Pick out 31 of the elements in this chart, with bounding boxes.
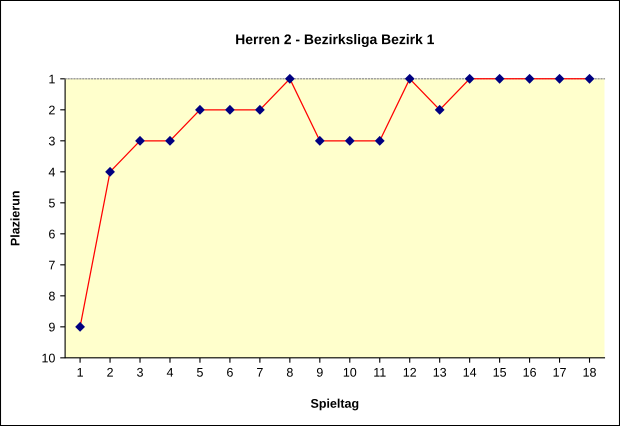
x-tick-label: 7 <box>257 368 263 377</box>
y-axis-title: Plazierun <box>10 191 20 246</box>
x-tick-label: 4 <box>166 368 174 377</box>
x-tick-label: 14 <box>464 368 476 377</box>
y-tick-label: 4 <box>48 168 56 176</box>
x-tick-label: 17 <box>554 368 566 377</box>
x-tick-label: 1 <box>78 368 83 377</box>
x-axis-title: Spieltag <box>310 398 358 410</box>
y-tick-label: 3 <box>48 136 55 146</box>
x-tick-label: 2 <box>107 368 113 377</box>
x-tick-label: 5 <box>196 368 203 377</box>
y-tick-label: 9 <box>49 322 55 332</box>
x-tick-label: 10 <box>344 368 356 377</box>
x-tick-label: 16 <box>524 368 536 377</box>
y-tick-label: 6 <box>49 230 55 238</box>
x-tick-label: 9 <box>316 368 323 377</box>
x-tick-label: 3 <box>137 368 143 377</box>
y-tick-label: 8 <box>48 292 55 300</box>
x-tick-label: 12 <box>404 368 416 377</box>
y-tick-label: 2 <box>49 106 55 114</box>
x-tick-label: 15 <box>494 368 506 377</box>
x-tick-label: 6 <box>227 368 233 377</box>
y-tick-label: 7 <box>49 260 55 270</box>
x-tick-label: 8 <box>286 368 293 377</box>
y-tick-label: 1 <box>49 74 55 84</box>
x-tick-label: 13 <box>434 368 446 377</box>
y-tick-label: 5 <box>48 198 55 208</box>
x-tick-label: 11 <box>374 368 386 377</box>
x-tick-label: 18 <box>584 368 596 377</box>
chart-title: Herren 2 - Bezirksliga Bezirk 1 <box>236 34 434 48</box>
y-tick-label: 10 <box>42 354 55 362</box>
